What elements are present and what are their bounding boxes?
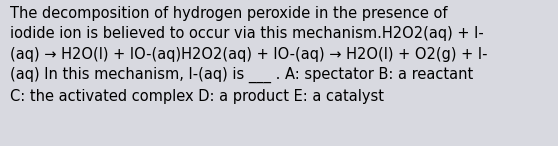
Text: The decomposition of hydrogen peroxide in the presence of
iodide ion is believed: The decomposition of hydrogen peroxide i… — [10, 6, 488, 104]
